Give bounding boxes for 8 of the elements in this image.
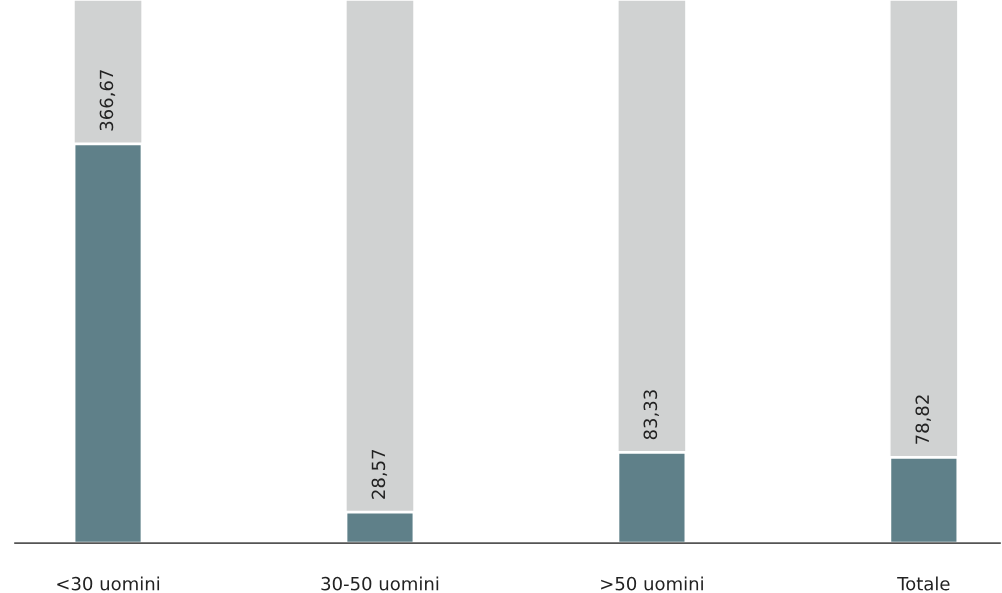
data-label: 28,57 (371, 449, 388, 499)
data-label: 78,82 (915, 395, 931, 444)
x-tick-label: Totale (897, 576, 950, 591)
data-label: 83,33 (643, 390, 659, 440)
x-tick-label: 30-50 uomini (321, 576, 439, 591)
data-label: 366,67 (99, 70, 116, 131)
x-tick-label: <30 uomini (57, 576, 160, 591)
x-tick-label: >50 uomini (601, 576, 703, 591)
